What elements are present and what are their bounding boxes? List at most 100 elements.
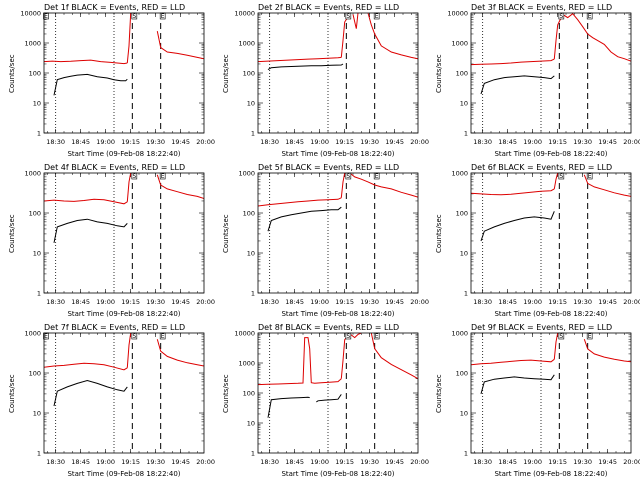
x-axis-label: Start Time (09-Feb-08 18:22:40) [281, 150, 394, 158]
marker-label: E [161, 13, 165, 20]
marker-label: E [375, 13, 379, 20]
events-series-line [267, 206, 342, 232]
marker-label: E [588, 13, 592, 20]
x-tick-label: 19:45 [385, 298, 404, 306]
events-series-line [480, 211, 555, 242]
series-group [258, 173, 418, 232]
y-tick-label: 10000 [20, 10, 41, 18]
marker-start: S [131, 172, 138, 180]
x-tick-label: 19:15 [335, 138, 354, 146]
detector-panel: Det 7f BLACK = Events, RED = LLD Counts/s… [8, 323, 215, 478]
marker-start: S [131, 332, 138, 340]
chart-title: Det 9f BLACK = Events, RED = LLD [471, 323, 612, 332]
plot-frame [257, 12, 419, 134]
x-tick-label: 18:30 [473, 458, 492, 466]
series-group [44, 333, 204, 407]
x-tick-label: 19:00 [96, 458, 115, 466]
y-tick-label: 10000 [234, 330, 255, 338]
y-tick-label: 1 [251, 130, 255, 138]
lld-series-line [156, 30, 204, 60]
chart-title: Det 3f BLACK = Events, RED = LLD [471, 3, 612, 12]
y-tick-label: 10 [247, 250, 255, 258]
x-tick-label: 18:45 [71, 458, 90, 466]
x-tick-label: 19:15 [548, 138, 567, 146]
x-tick-label: 19:30 [360, 298, 379, 306]
x-tick-label: 18:30 [260, 298, 279, 306]
chart-title: Det 5f BLACK = Events, RED = LLD [258, 163, 399, 172]
lld-series-line [370, 333, 418, 380]
y-tick-label: 10 [247, 100, 255, 108]
x-tick-label: 18:45 [498, 298, 517, 306]
detector-panel: Det 8f BLACK = Events, RED = LLD Counts/s… [222, 323, 429, 478]
x-tick-label: 19:45 [598, 458, 617, 466]
marker-label: E [588, 333, 592, 340]
marker-label: S [559, 173, 563, 180]
x-tick-label: 20:00 [196, 138, 215, 146]
x-tick-label: 19:30 [360, 458, 379, 466]
y-tick-label: 10000 [234, 10, 255, 18]
lld-series-line [258, 337, 342, 386]
lld-series-line [126, 173, 132, 202]
series-group [258, 333, 418, 418]
series-group [471, 173, 631, 242]
events-series-line [267, 396, 310, 418]
x-tick-label: 19:45 [385, 458, 404, 466]
lld-series-line [583, 339, 631, 363]
x-tick-label: 20:00 [410, 458, 429, 466]
y-tick-label: 100 [29, 370, 41, 378]
lld-series-line [44, 362, 128, 371]
x-tick-label: 18:45 [285, 298, 304, 306]
x-axis-label: Start Time (09-Feb-08 18:22:40) [67, 470, 180, 478]
y-tick-label: 100 [243, 210, 255, 218]
x-tick-label: 20:00 [196, 298, 215, 306]
x-axis-label: Start Time (09-Feb-08 18:22:40) [281, 310, 394, 318]
lld-series-line [471, 358, 555, 366]
marker-label: E [44, 333, 48, 340]
x-tick-label: 19:00 [310, 138, 329, 146]
x-tick-label: 20:00 [623, 138, 640, 146]
marker-start: S [558, 332, 565, 340]
y-tick-label: 1000 [238, 360, 255, 368]
detector-panel: Det 3f BLACK = Events, RED = LLD Counts/s… [435, 3, 640, 158]
events-series-line [480, 374, 555, 395]
marker-label: S [132, 13, 136, 20]
lld-series-line [126, 13, 132, 64]
x-axis-label: Start Time (09-Feb-08 18:22:40) [67, 150, 180, 158]
x-tick-label: 19:30 [573, 298, 592, 306]
x-tick-label: 19:15 [548, 458, 567, 466]
y-tick-label: 1000 [24, 40, 41, 48]
x-tick-label: 18:45 [498, 458, 517, 466]
y-tick-label: 10 [460, 250, 468, 258]
marker-label: E [588, 173, 592, 180]
series-group [44, 173, 204, 243]
marker-end: E [373, 172, 380, 180]
marker-end: E [586, 332, 593, 340]
y-axis-label: Counts/sec [435, 374, 443, 413]
x-tick-label: 19:45 [171, 298, 190, 306]
marker-start: S [345, 172, 352, 180]
lld-series-line [471, 188, 555, 196]
marker-end: E [586, 172, 593, 180]
y-axis-label: Counts/sec [8, 54, 16, 93]
x-tick-label: 19:30 [360, 138, 379, 146]
y-tick-label: 100 [29, 210, 41, 218]
marker-end: E [373, 332, 380, 340]
chart-title: Det 8f BLACK = Events, RED = LLD [258, 323, 399, 332]
x-tick-label: 19:45 [171, 458, 190, 466]
events-series-line [316, 394, 342, 403]
y-tick-label: 1000 [238, 170, 255, 178]
marker-start: S [558, 172, 565, 180]
x-axis-label: Start Time (09-Feb-08 18:22:40) [67, 310, 180, 318]
y-axis-label: Counts/sec [222, 374, 230, 413]
lld-series-line [44, 59, 128, 65]
x-axis-label: Start Time (09-Feb-08 18:22:40) [494, 310, 607, 318]
y-tick-label: 1 [251, 290, 255, 298]
marker-label: S [346, 333, 350, 340]
x-tick-label: 20:00 [410, 138, 429, 146]
detector-panel: Det 6f BLACK = Events, RED = LLD Counts/s… [435, 163, 640, 318]
y-tick-label: 10 [33, 410, 41, 418]
y-tick-label: 10 [460, 410, 468, 418]
lld-series-line [44, 198, 128, 205]
x-tick-label: 19:45 [598, 298, 617, 306]
